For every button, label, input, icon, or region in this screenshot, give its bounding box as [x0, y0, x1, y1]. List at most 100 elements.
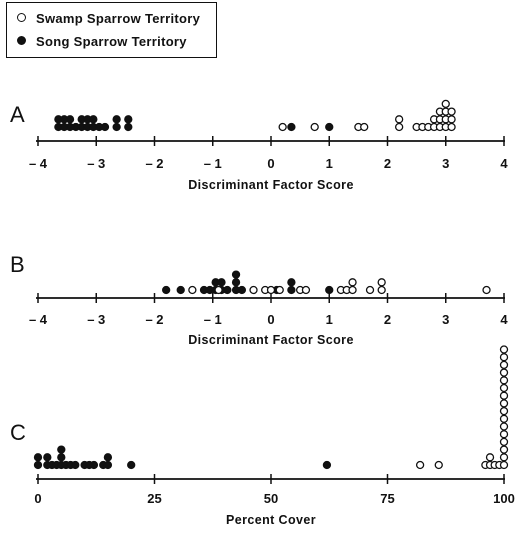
song-sparrow-dot [237, 285, 247, 295]
filled-circle-icon [17, 36, 26, 45]
x-tick-label: 2 [384, 312, 391, 327]
legend-item-song-sparrow: Song Sparrow Territory [17, 34, 187, 49]
x-tick-label: 100 [493, 491, 515, 506]
song-sparrow-dot [325, 122, 334, 132]
song-sparrow-dot [287, 285, 296, 295]
x-tick-label: – 1 [204, 156, 222, 171]
panel-letter: A [10, 102, 25, 127]
swamp-sparrow-dot [348, 285, 357, 295]
swamp-sparrow-dot [278, 122, 287, 132]
song-sparrow-dot [231, 278, 241, 287]
swamp-sparrow-dot [499, 460, 509, 470]
swamp-sparrow-dot [499, 391, 509, 400]
song-sparrow-dot [231, 270, 241, 279]
swamp-sparrow-dot [499, 453, 509, 462]
swamp-sparrow-dot [482, 285, 491, 295]
swamp-sparrow-dot [499, 414, 509, 423]
swamp-sparrow-dot [499, 445, 509, 454]
swamp-sparrow-dot [485, 453, 495, 462]
x-tick-label: 0 [267, 312, 274, 327]
song-sparrow-dot [217, 278, 226, 287]
x-tick-label: – 3 [87, 156, 105, 171]
legend: Swamp Sparrow Territory Song Sparrow Ter… [6, 2, 217, 58]
song-sparrow-dot [124, 122, 133, 132]
swamp-sparrow-dot [499, 360, 509, 370]
song-sparrow-dot [287, 122, 296, 132]
song-sparrow-dot [100, 122, 110, 132]
swamp-sparrow-dot [377, 285, 386, 295]
x-tick-label: 50 [264, 491, 278, 506]
legend-label-swamp-sparrow: Swamp Sparrow Territory [36, 11, 201, 26]
song-sparrow-dot [112, 115, 121, 124]
swamp-sparrow-dot [499, 422, 509, 431]
x-axis-title: Discriminant Factor Score [188, 178, 354, 192]
song-sparrow-dot [161, 285, 171, 295]
song-sparrow-dot [176, 285, 185, 295]
x-axis-title: Percent Cover [226, 513, 316, 527]
open-circle-icon [17, 13, 26, 22]
swamp-sparrow-dot [310, 122, 319, 132]
panel-letter: C [10, 420, 26, 445]
x-tick-label: – 4 [29, 156, 48, 171]
swamp-sparrow-dot [447, 107, 456, 116]
swamp-sparrow-dot [499, 376, 509, 385]
x-tick-label: 3 [442, 312, 449, 327]
x-tick-label: – 4 [29, 312, 48, 327]
swamp-sparrow-dot [499, 368, 509, 377]
song-sparrow-dot [127, 460, 136, 470]
x-axis-title: Discriminant Factor Score [188, 333, 354, 347]
swamp-sparrow-dot [365, 285, 375, 295]
legend-label-song-sparrow: Song Sparrow Territory [36, 34, 187, 49]
x-tick-label: 2 [384, 156, 391, 171]
swamp-sparrow-dot [441, 99, 450, 109]
swamp-sparrow-dot [377, 278, 386, 287]
legend-item-swamp-sparrow: Swamp Sparrow Territory [17, 11, 200, 26]
song-sparrow-dot [325, 285, 334, 295]
song-sparrow-dot [287, 278, 296, 287]
x-tick-label: 25 [147, 491, 161, 506]
song-sparrow-dot [89, 115, 98, 124]
song-sparrow-dot [124, 115, 133, 124]
swamp-sparrow-dot [499, 406, 509, 416]
x-tick-label: 0 [267, 156, 274, 171]
swamp-sparrow-dot [348, 278, 357, 287]
swamp-sparrow-dot [499, 383, 509, 393]
song-sparrow-dot [103, 460, 113, 470]
swamp-sparrow-dot [499, 437, 509, 447]
swamp-sparrow-dot [214, 285, 223, 295]
song-sparrow-dot [57, 453, 66, 462]
song-sparrow-dot [33, 453, 43, 462]
swamp-sparrow-dot [301, 285, 311, 295]
swamp-sparrow-dot [188, 285, 197, 295]
song-sparrow-dot [57, 445, 66, 454]
x-tick-label: – 1 [204, 312, 222, 327]
swamp-sparrow-dot [499, 430, 509, 439]
panel-b: B – 4 – 3 – 2 – 1 0 1 2 3 4 Discriminant Factor Sc… [10, 252, 508, 347]
swamp-sparrow-dot [415, 460, 425, 470]
x-tick-label: 4 [500, 312, 508, 327]
song-sparrow-dot [223, 285, 232, 295]
song-sparrow-dot [112, 122, 121, 132]
song-sparrow-dot [65, 115, 75, 124]
panel-a: A – 4 – 3 – 2 – 1 0 1 2 3 4 Discriminant Factor Sc… [10, 99, 508, 192]
swamp-sparrow-dot [447, 122, 456, 132]
swamp-sparrow-dot [360, 122, 369, 132]
song-sparrow-dot [103, 453, 113, 462]
swamp-sparrow-dot [275, 285, 284, 295]
swamp-sparrow-dot [249, 285, 258, 295]
x-tick-label: 4 [500, 156, 508, 171]
song-sparrow-dot [43, 453, 52, 462]
swamp-sparrow-dot [434, 460, 443, 470]
x-tick-label: – 2 [145, 312, 163, 327]
song-sparrow-dot [71, 460, 80, 470]
x-tick-label: 1 [326, 312, 333, 327]
x-tick-label: 3 [442, 156, 449, 171]
song-sparrow-dot [89, 460, 99, 470]
song-sparrow-dot [33, 460, 43, 470]
panel-c: C 0 25 50 75 100 Percent Cover [10, 345, 515, 527]
swamp-sparrow-dot [447, 115, 456, 124]
swamp-sparrow-dot [499, 345, 509, 354]
panel-letter: B [10, 252, 25, 277]
swamp-sparrow-dot [266, 285, 276, 295]
